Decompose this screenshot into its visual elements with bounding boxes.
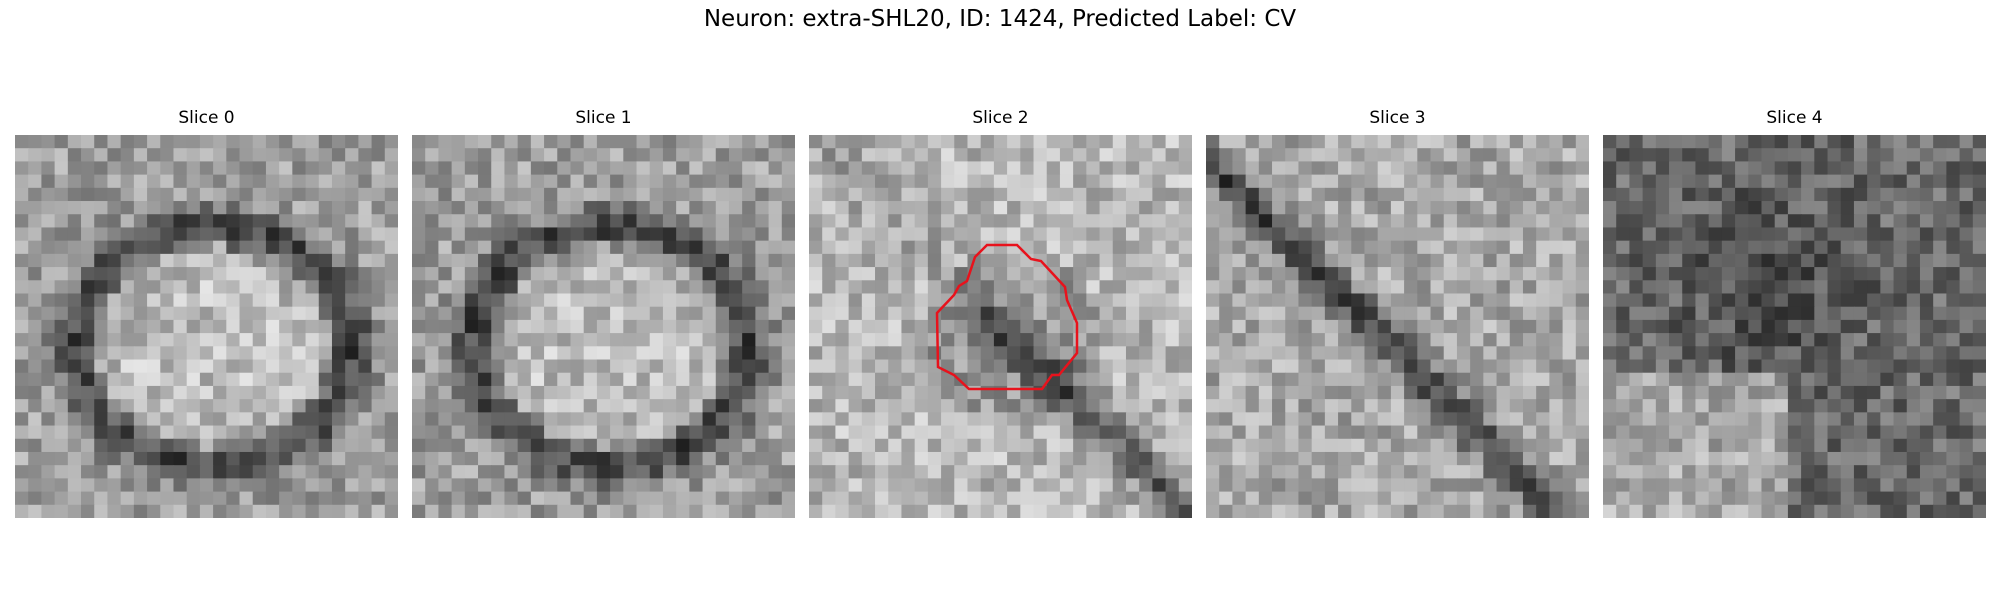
slice-image-4: [1603, 135, 1986, 518]
slice-image-0: [15, 135, 398, 518]
segmentation-contour: [935, 243, 1079, 391]
slice-title-2: Slice 2: [972, 108, 1029, 128]
slice-image-2: [809, 135, 1192, 518]
slice-image-3: [1206, 135, 1589, 518]
slice-title-1: Slice 1: [575, 108, 632, 128]
slice-image-1: [412, 135, 795, 518]
figure-title: Neuron: extra-SHL20, ID: 1424, Predicted…: [703, 6, 1297, 32]
slice-title-4: Slice 4: [1766, 108, 1823, 128]
slice-title-0: Slice 0: [178, 108, 235, 128]
slice-title-3: Slice 3: [1369, 108, 1426, 128]
